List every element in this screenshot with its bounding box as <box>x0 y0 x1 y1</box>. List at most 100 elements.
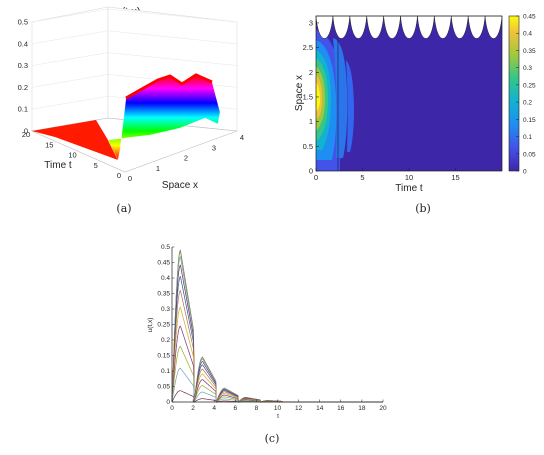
c-y-tick-label: 0.5 <box>161 244 170 251</box>
c-x-ticks: 0 2 4 6 8 10 12 14 16 18 20 <box>170 399 387 412</box>
line-series <box>171 249 383 403</box>
colorbar <box>508 15 520 172</box>
contour-y-tick-label: 2.5 <box>303 43 313 52</box>
c-y-tick-label: 0.4 <box>161 275 170 282</box>
line-series <box>171 264 383 403</box>
contour-x-tick-label: 0 <box>314 173 318 182</box>
contour-y-ticks: 0 0.5 1 1.5 2 2.5 3 <box>303 18 319 176</box>
contour-x-label: Time t <box>395 183 423 194</box>
c-x-tick-label: 20 <box>379 405 387 412</box>
surface-flat-region <box>32 120 118 160</box>
c-x-tick-label: 12 <box>295 405 303 412</box>
space-tick-label: 0 <box>128 174 132 183</box>
line-series <box>171 264 383 403</box>
line-series <box>171 251 383 403</box>
time-tick-label: 15 <box>45 140 53 149</box>
line-series <box>171 251 383 403</box>
colorbar-ticks: 0 0.05 0.1 0.15 0.2 0.25 0.3 0.35 0.4 0.45 <box>516 14 536 176</box>
c-x-tick-label: 8 <box>255 405 259 412</box>
line-plot-panel: 0 2 4 6 8 10 12 14 16 18 20 0 0.05 0.1 0.15 0.2 0.25 0.3… <box>147 244 387 445</box>
time-tick-label: 10 <box>68 151 76 160</box>
time-axis-label: Time t <box>44 160 72 171</box>
c-y-tick-label: 0.2 <box>161 337 170 344</box>
line-series <box>171 325 383 403</box>
colorbar-tick-label: 0.25 <box>523 82 536 89</box>
c-y-tick-label: 0.05 <box>157 384 170 391</box>
z-axis-ticks: 0 0.1 0.2 0.3 0.4 0.5 <box>18 18 28 136</box>
line-series <box>171 346 383 403</box>
contour-tertiary-lobe <box>346 60 354 152</box>
line-series <box>171 290 383 404</box>
space-tick-label: 3 <box>212 143 216 152</box>
c-y-ticks: 0 0.05 0.1 0.15 0.2 0.25 0.3 0.35 0.4 0.45 0.5 <box>157 244 175 406</box>
contour-x-tick-label: 10 <box>405 173 413 182</box>
colorbar-tick-label: 0.35 <box>523 48 536 55</box>
contour-y-tick-label: 2 <box>309 68 313 77</box>
contour-y-label: Space x <box>294 75 305 111</box>
caption-b: (b) <box>415 202 431 215</box>
space-tick-label: 1 <box>156 164 160 173</box>
line-series <box>171 275 383 403</box>
c-x-tick-label: 2 <box>191 405 195 412</box>
line-series <box>171 290 383 404</box>
z-tick-label: 0.1 <box>18 105 28 114</box>
c-y-tick-label: 0.45 <box>157 260 170 267</box>
c-x-tick-label: 4 <box>212 405 216 412</box>
contour-plot-panel: 0 5 10 15 0 0.5 1 1.5 2 2.5 3 Time t Space x 0 0.0… <box>294 14 536 216</box>
time-tick-label: 20 <box>22 130 30 139</box>
line-series <box>171 275 383 403</box>
colorbar-tick-label: 0.4 <box>523 31 532 38</box>
line-series <box>171 325 383 403</box>
c-y-tick-label: 0.25 <box>157 322 170 329</box>
contour-y-tick-label: 3 <box>309 18 313 27</box>
colorbar-tick-label: 0.15 <box>523 117 536 124</box>
z-tick-label: 0 <box>24 127 28 136</box>
space-axis-label: Space x <box>162 180 198 191</box>
time-tick-label: 5 <box>94 161 98 170</box>
domain-boundary <box>315 15 503 39</box>
c-x-label: t <box>277 413 279 420</box>
back-wall-left <box>31 6 109 132</box>
time-tick-label: 0 <box>117 171 121 180</box>
line-series <box>171 306 383 403</box>
line-series <box>171 367 383 404</box>
contour-x-ticks: 0 5 10 15 <box>314 168 460 182</box>
z-tick-label: 0.3 <box>18 61 28 70</box>
contour-x-tick-label: 15 <box>451 173 459 182</box>
contour-y-tick-label: 0 <box>309 167 313 176</box>
c-x-tick-label: 10 <box>274 405 282 412</box>
space-tick-label: 2 <box>184 154 188 163</box>
c-y-tick-label: 0.1 <box>161 368 170 375</box>
colorbar-tick-label: 0.2 <box>523 100 532 107</box>
c-y-tick-label: 0.15 <box>157 353 170 360</box>
contour-x-tick-label: 5 <box>360 173 364 182</box>
c-y-tick-label: 0 <box>166 399 170 406</box>
z-tick-label: 0.5 <box>18 18 28 27</box>
colorbar-tick-label: 0.05 <box>523 151 536 158</box>
time-axis-ticks: 0 5 10 15 20 <box>22 130 121 180</box>
c-x-tick-label: 6 <box>233 405 237 412</box>
contour-y-tick-label: 0.5 <box>303 142 313 151</box>
colorbar-tick-label: 0.1 <box>523 134 532 141</box>
z-grid-line <box>31 8 109 23</box>
c-y-label: u(t,x) <box>147 318 154 333</box>
caption-a: (a) <box>116 202 131 215</box>
caption-c: (c) <box>265 432 280 445</box>
z-grid-line <box>107 52 238 66</box>
contour-secondary-lobe <box>333 38 348 158</box>
z-grid-line <box>31 74 109 88</box>
z-tick-label: 0.2 <box>18 83 28 92</box>
c-x-tick-label: 0 <box>170 405 174 412</box>
colorbar-tick-label: 0 <box>523 169 527 176</box>
c-x-tick-label: 18 <box>358 405 366 412</box>
line-series <box>171 306 383 403</box>
z-grid-line <box>31 52 109 66</box>
line-series <box>171 346 383 403</box>
z-grid-line <box>107 30 238 45</box>
z-grid-line <box>31 30 109 45</box>
contour-y-tick-label: 1.5 <box>303 92 313 101</box>
colorbar-tick-label: 0.3 <box>523 65 532 72</box>
z-grid-line <box>31 95 109 110</box>
space-tick-label: 4 <box>240 133 244 142</box>
